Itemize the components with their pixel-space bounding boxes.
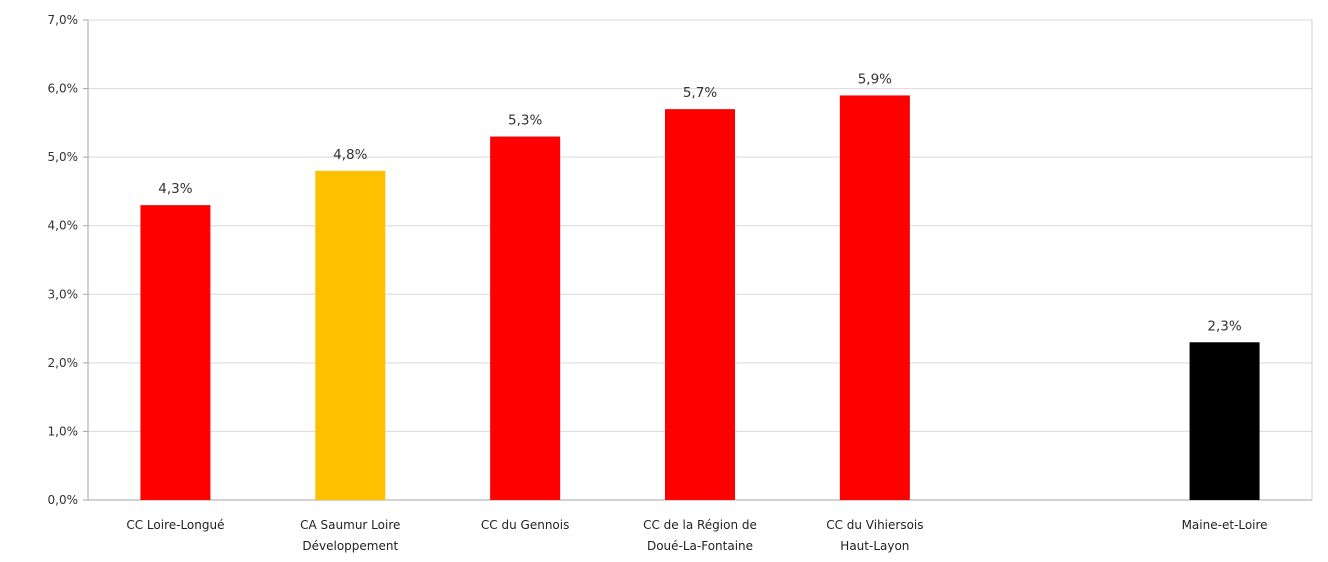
x-category-label-line: Maine-et-Loire — [1182, 518, 1268, 532]
x-category-label: CA Saumur Loire Développement — [300, 518, 400, 553]
bar — [140, 205, 211, 500]
x-category-label-line: CA Saumur Loire — [300, 518, 400, 532]
bar — [1189, 342, 1260, 500]
x-category-label: CC du Gennois — [481, 518, 569, 532]
bar — [665, 109, 735, 501]
x-category-label-line: Doué-La-Fontaine — [647, 539, 753, 553]
bar — [315, 170, 386, 500]
x-category-label-line: CC du Vihiersois — [826, 518, 923, 532]
y-tick-label: 4,0% — [48, 219, 79, 233]
x-category-label: CC de la Région de Doué-La-Fontaine — [643, 518, 757, 553]
x-category-label-line: CC Loire-Longué — [126, 518, 224, 532]
y-tick-label: 5,0% — [48, 150, 79, 164]
x-category-label: CC Loire-Longué — [126, 518, 224, 532]
bar — [490, 136, 561, 501]
data-label: 4,8% — [333, 147, 367, 163]
y-tick-label: 0,0% — [48, 493, 79, 507]
bar — [839, 95, 910, 500]
data-label: 2,3% — [1207, 318, 1241, 334]
x-category-label-line: Haut-Layon — [840, 539, 909, 553]
data-label: 5,9% — [858, 71, 892, 87]
x-category-label-line: Développement — [302, 539, 398, 553]
y-tick-label: 6,0% — [48, 82, 79, 96]
x-category-label: Maine-et-Loire — [1182, 518, 1268, 532]
data-label: 5,7% — [683, 85, 717, 101]
y-tick-label: 1,0% — [48, 424, 79, 438]
y-tick-label: 2,0% — [48, 356, 79, 370]
y-tick-label: 7,0% — [48, 13, 79, 27]
y-tick-label: 3,0% — [48, 287, 79, 301]
x-category-label-line: CC de la Région de — [643, 518, 757, 532]
data-label: 4,3% — [158, 181, 192, 197]
x-category-label: CC du Vihiersois Haut-Layon — [826, 518, 923, 553]
x-category-label-line: CC du Gennois — [481, 518, 569, 532]
data-label: 5,3% — [508, 113, 542, 129]
